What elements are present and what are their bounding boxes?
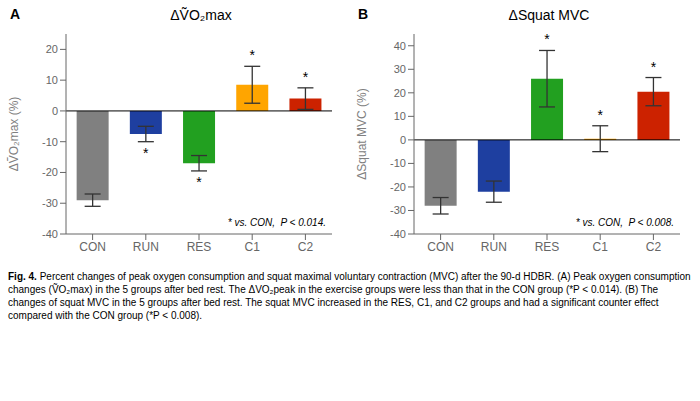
svg-text:CON: CON xyxy=(79,240,106,254)
svg-text:-40: -40 xyxy=(390,228,406,240)
svg-text:20: 20 xyxy=(394,87,406,99)
svg-text:*: * xyxy=(143,145,149,161)
svg-text:ΔṼO₂max (%): ΔṼO₂max (%) xyxy=(8,97,21,172)
svg-text:C1: C1 xyxy=(245,240,261,254)
svg-text:*: * xyxy=(196,174,202,190)
svg-text:-20: -20 xyxy=(42,166,58,178)
svg-text:RUN: RUN xyxy=(133,240,159,254)
svg-text:C2: C2 xyxy=(298,240,314,254)
svg-text:30: 30 xyxy=(394,63,406,75)
svg-text:40: 40 xyxy=(394,40,406,52)
svg-text:-20: -20 xyxy=(390,181,406,193)
svg-text:*: * xyxy=(597,107,603,123)
svg-text:10: 10 xyxy=(394,110,406,122)
svg-text:-10: -10 xyxy=(42,136,58,148)
svg-text:C1: C1 xyxy=(593,240,609,254)
svg-text:-10: -10 xyxy=(390,157,406,169)
svg-text:RES: RES xyxy=(187,240,212,254)
svg-text:0: 0 xyxy=(400,134,406,146)
svg-text:-40: -40 xyxy=(42,228,58,240)
svg-text:-30: -30 xyxy=(390,204,406,216)
html-text:* vs. CON, P < 0.014.: * vs. CON, P < 0.014. xyxy=(227,217,326,228)
html-text:A: A xyxy=(10,6,21,22)
html-text:B: B xyxy=(358,6,369,22)
svg-text:RES: RES xyxy=(535,240,560,254)
svg-text:*: * xyxy=(249,47,255,63)
svg-text:-30: -30 xyxy=(42,197,58,209)
svg-text:20: 20 xyxy=(46,43,58,55)
svg-text:ΔSquat MVC (%): ΔSquat MVC (%) xyxy=(355,88,369,179)
html-text:* vs. CON, P < 0.008.: * vs. CON, P < 0.008. xyxy=(575,217,674,228)
svg-text:0: 0 xyxy=(52,105,58,117)
svg-text:10: 10 xyxy=(46,74,58,86)
svg-text:*: * xyxy=(303,69,309,85)
svg-text:RUN: RUN xyxy=(481,240,507,254)
svg-text:*: * xyxy=(651,59,657,75)
html-text:ΔṼO₂max: ΔṼO₂max xyxy=(170,7,232,23)
html-text:ΔSquat MVC: ΔSquat MVC xyxy=(508,7,590,23)
svg-text:CON: CON xyxy=(427,240,454,254)
svg-text:C2: C2 xyxy=(646,240,662,254)
html-text:Fig. 4. Percent changes of pea: Fig. 4. Percent changes of peak oxygen c… xyxy=(8,271,691,321)
svg-text:*: * xyxy=(544,34,550,47)
